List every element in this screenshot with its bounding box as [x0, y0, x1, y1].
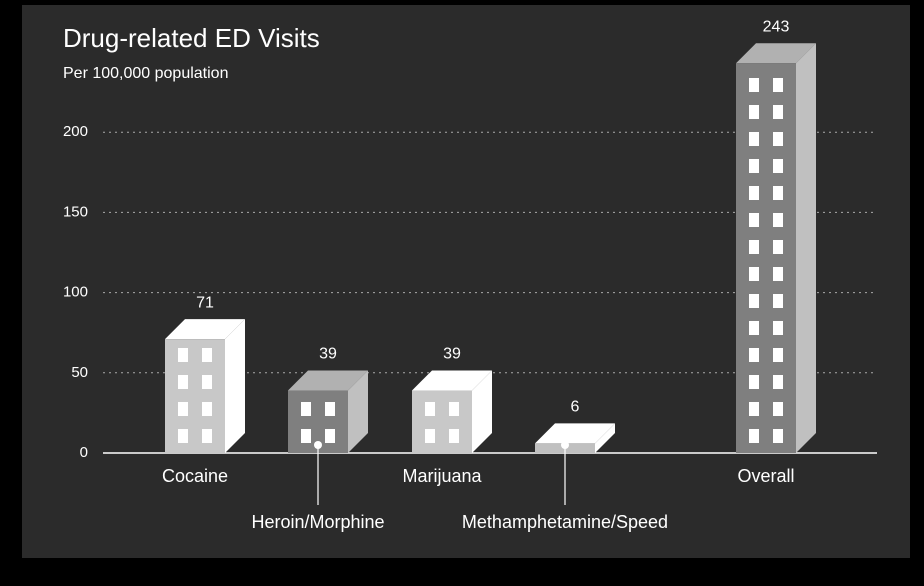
y-tick-label: 150 [63, 203, 88, 220]
window [178, 375, 188, 389]
window [301, 402, 311, 416]
window [773, 159, 783, 173]
bar [736, 63, 796, 453]
x-tick-label: Methamphetamine/Speed [462, 512, 668, 532]
bar-side [225, 319, 245, 453]
window [178, 348, 188, 362]
window [749, 78, 759, 92]
chart-subtitle: Per 100,000 population [63, 65, 228, 82]
value-label: 39 [443, 346, 461, 363]
window [773, 78, 783, 92]
window [749, 105, 759, 119]
window [749, 267, 759, 281]
window [325, 402, 335, 416]
y-tick-label: 50 [71, 364, 88, 381]
window [749, 429, 759, 443]
leader-dot [561, 441, 569, 449]
window [301, 429, 311, 443]
x-tick-label: Overall [737, 466, 794, 486]
y-tick-label: 100 [63, 284, 88, 301]
window [425, 402, 435, 416]
window [773, 294, 783, 308]
window [773, 429, 783, 443]
leader-dot [314, 441, 322, 449]
window [202, 402, 212, 416]
x-tick-label: Cocaine [162, 466, 228, 486]
window [773, 213, 783, 227]
window [749, 321, 759, 335]
window [773, 132, 783, 146]
value-label: 6 [571, 399, 580, 416]
y-tick-label: 0 [80, 444, 88, 461]
chart-title: Drug-related ED Visits [63, 23, 320, 53]
window [773, 402, 783, 416]
value-label: 71 [196, 294, 214, 311]
y-tick-label: 200 [63, 123, 88, 140]
value-label: 243 [763, 18, 790, 35]
window [202, 375, 212, 389]
window [749, 348, 759, 362]
x-tick-label: Heroin/Morphine [251, 512, 384, 532]
window [773, 375, 783, 389]
window [202, 348, 212, 362]
window [749, 402, 759, 416]
window [773, 240, 783, 254]
window [773, 348, 783, 362]
window [749, 294, 759, 308]
window [202, 429, 212, 443]
window [773, 267, 783, 281]
window [773, 321, 783, 335]
bar [165, 339, 225, 453]
window [425, 429, 435, 443]
window [749, 186, 759, 200]
window [178, 402, 188, 416]
value-label: 39 [319, 346, 337, 363]
window [449, 429, 459, 443]
window [449, 402, 459, 416]
window [749, 159, 759, 173]
window [749, 240, 759, 254]
window [325, 429, 335, 443]
window [773, 105, 783, 119]
window [749, 132, 759, 146]
window [749, 375, 759, 389]
window [749, 213, 759, 227]
window [178, 429, 188, 443]
chart: Drug-related ED Visits Per 100,000 popul… [0, 0, 924, 586]
x-tick-label: Marijuana [402, 466, 482, 486]
bar-side [796, 43, 816, 453]
window [773, 186, 783, 200]
bar [412, 390, 472, 453]
